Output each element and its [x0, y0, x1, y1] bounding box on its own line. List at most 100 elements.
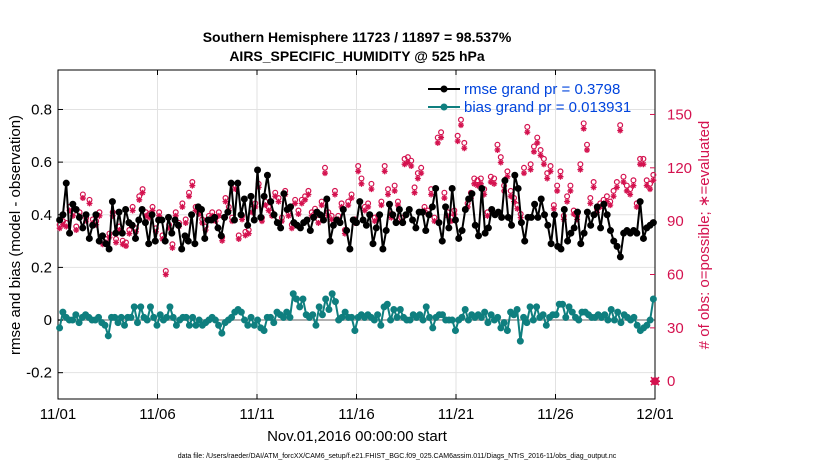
rmse-point: [108, 198, 116, 206]
bias-point: [328, 290, 336, 298]
obs-evaluated-point: [355, 168, 362, 175]
bias-point: [215, 321, 223, 329]
bias-point: [351, 327, 359, 335]
x-tick-label: 11/26: [537, 406, 573, 423]
rmse-point: [557, 245, 565, 253]
obs-evaluated-point: [142, 212, 149, 219]
obs-evaluated-point: [448, 218, 455, 225]
rmse-point: [201, 234, 209, 242]
rmse-point: [379, 245, 387, 253]
obs-possible-point: [590, 179, 597, 186]
rmse-point: [399, 219, 407, 227]
rmse-point: [280, 190, 288, 198]
rmse-point: [428, 203, 436, 211]
obs-possible-point: [385, 186, 392, 193]
obs-evaluated-point: [119, 241, 126, 248]
bias-point: [228, 313, 236, 321]
bias-point: [562, 313, 570, 321]
obs-evaluated-point: [305, 191, 312, 198]
bias-point: [121, 321, 129, 329]
obs-evaluated-point: [361, 207, 368, 214]
rmse-point: [517, 219, 525, 227]
bias-point: [383, 300, 391, 308]
obs-evaluated-point: [404, 159, 411, 166]
obs-evaluated-point: [79, 195, 86, 202]
bias-point: [419, 316, 427, 324]
obs-evaluated-point: [623, 187, 630, 194]
bias-point: [270, 319, 278, 327]
rmse-point: [534, 213, 542, 221]
obs-evaluated-point: [321, 170, 328, 177]
obs-evaluated-point: [116, 227, 123, 234]
obs-evaluated-point: [242, 232, 249, 239]
obs-evaluated-point: [166, 225, 173, 232]
rmse-point: [336, 219, 344, 227]
obs-evaluated-point: [371, 218, 378, 225]
rmse-point: [270, 211, 278, 219]
obs-evaluated-point: [431, 218, 438, 225]
obs-evaluated-point: [328, 216, 335, 223]
rmse-point: [273, 219, 281, 227]
bias-point: [296, 303, 304, 311]
rmse-point: [606, 227, 614, 235]
rmse-point: [227, 179, 235, 187]
rmse-point: [547, 240, 555, 248]
rmse-point: [603, 211, 611, 219]
bias-point: [458, 313, 466, 321]
obs-possible-point: [368, 180, 375, 187]
rmse-point: [237, 211, 245, 219]
obs-evaluated-point: [113, 239, 120, 246]
obs-evaluated-point: [428, 191, 435, 198]
rmse-point: [303, 216, 311, 224]
obs-possible-point: [497, 154, 504, 161]
rmse-point: [613, 242, 621, 250]
bias-point: [189, 313, 197, 321]
rmse-point: [178, 245, 186, 253]
rmse-point: [346, 245, 354, 253]
y-tick-label-right: 0: [667, 373, 675, 390]
obs-evaluated-point: [298, 200, 305, 207]
rmse-point: [392, 219, 400, 227]
y-tick-label-left: 0.4: [31, 207, 52, 224]
obs-evaluated-point: [56, 225, 63, 232]
bias-point: [69, 316, 77, 324]
obs-possible-point: [580, 120, 587, 127]
bias-point: [630, 313, 638, 321]
obs-evaluated-point: [401, 161, 408, 168]
y-tick-label-left: 0.2: [31, 259, 52, 276]
bias-point: [646, 316, 654, 324]
bias-point: [133, 319, 141, 327]
rmse-point: [122, 205, 130, 213]
obs-evaluated-point: [219, 237, 226, 244]
obs-evaluated-point: [418, 170, 425, 177]
bias-point: [331, 298, 339, 306]
bias-point: [451, 327, 459, 335]
obs-possible-point: [557, 168, 564, 175]
bias-point: [539, 311, 547, 319]
obs-evaluated-point: [245, 230, 252, 237]
bias-point: [318, 311, 326, 319]
rmse-point: [468, 190, 476, 198]
bias-point: [309, 311, 317, 319]
obs-evaluated-point: [302, 196, 309, 203]
bias-point: [137, 303, 145, 311]
rmse-point: [422, 227, 430, 235]
x-tick-label: 12/01: [636, 406, 674, 423]
obs-evaluated-point: [580, 125, 587, 132]
obs-evaluated-point: [69, 212, 76, 219]
rmse-point: [254, 166, 262, 174]
footnote: data file: /Users/raeder/DAI/ATM_forcXX/…: [178, 453, 617, 460]
rmse-point: [448, 184, 456, 192]
obs-possible-point: [438, 129, 445, 136]
rmse-point: [577, 240, 585, 248]
obs-evaluated-point: [258, 218, 265, 225]
bias-point: [315, 303, 323, 311]
obs-possible-point: [620, 173, 627, 180]
rmse-point: [95, 237, 103, 245]
rmse-point: [488, 205, 496, 213]
rmse-point: [224, 208, 232, 216]
bias-point: [247, 313, 255, 321]
obs-possible-point: [457, 116, 464, 123]
obs-evaluated-point: [593, 209, 600, 216]
bias-point: [529, 316, 537, 324]
